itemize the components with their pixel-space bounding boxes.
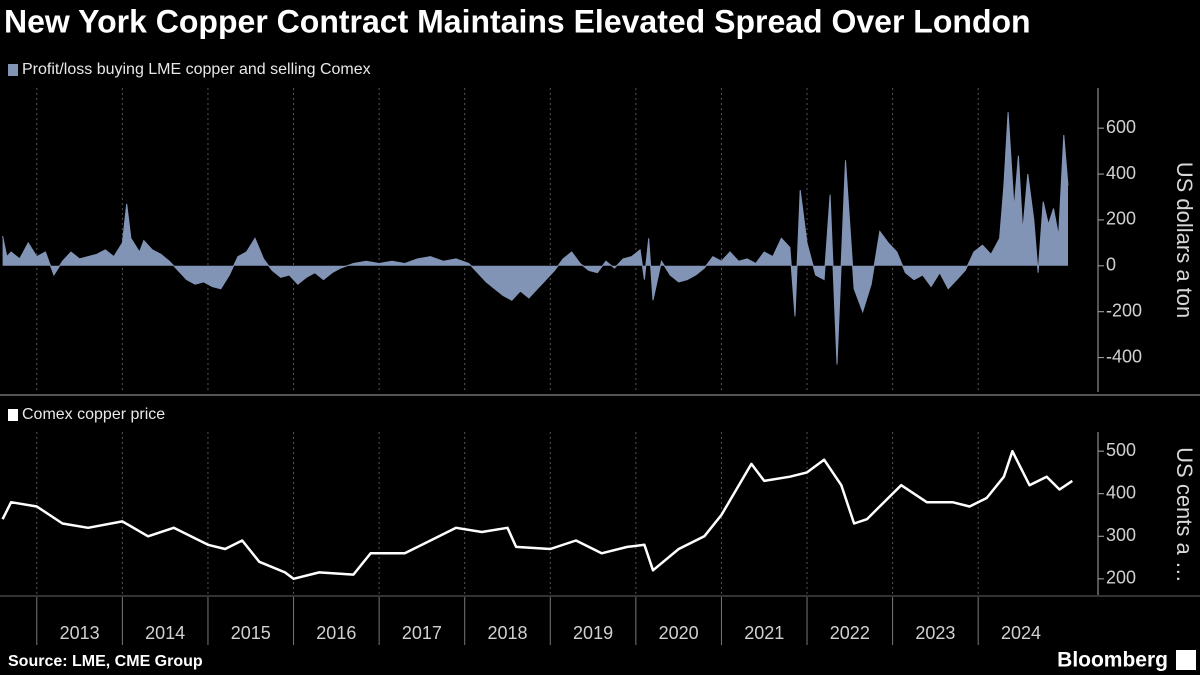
x-tick-label: 2015 xyxy=(231,623,271,643)
y-tick-label: -400 xyxy=(1106,346,1142,366)
x-tick-label: 2021 xyxy=(744,623,784,643)
legend-swatch xyxy=(8,64,18,76)
legend-swatch xyxy=(8,409,18,421)
y-tick-label: 200 xyxy=(1106,568,1136,588)
x-tick-label: 2013 xyxy=(60,623,100,643)
x-tick-label: 2018 xyxy=(487,623,527,643)
x-tick-label: 2016 xyxy=(316,623,356,643)
y-axis-title: US dollars a ton xyxy=(1172,162,1197,319)
area-line xyxy=(2,112,1069,365)
x-tick-label: 2017 xyxy=(402,623,442,643)
x-tick-label: 2023 xyxy=(915,623,955,643)
source: Source: LME, CME Group xyxy=(8,653,203,670)
chart-title: New York Copper Contract Maintains Eleva… xyxy=(4,3,1031,39)
x-tick-label: 2022 xyxy=(830,623,870,643)
legend-label: Comex copper price xyxy=(22,406,165,423)
y-tick-label: 600 xyxy=(1106,117,1136,137)
x-tick-label: 2020 xyxy=(659,623,699,643)
y-axis-title: US cents a … xyxy=(1172,447,1197,583)
y-tick-label: 400 xyxy=(1106,163,1136,183)
y-tick-label: 300 xyxy=(1106,525,1136,545)
brand-icon xyxy=(1176,650,1196,670)
x-tick-label: 2014 xyxy=(145,623,185,643)
brand: Bloomberg xyxy=(1057,649,1168,672)
y-tick-label: 200 xyxy=(1106,209,1136,229)
x-tick-label: 2019 xyxy=(573,623,613,643)
y-tick-label: 500 xyxy=(1106,440,1136,460)
price-line xyxy=(1,449,1073,581)
y-tick-label: 0 xyxy=(1106,255,1116,275)
legend-label: Profit/loss buying LME copper and sellin… xyxy=(22,61,371,78)
y-tick-label: -200 xyxy=(1106,300,1142,320)
x-tick-label: 2024 xyxy=(1001,623,1041,643)
y-tick-label: 400 xyxy=(1106,482,1136,502)
